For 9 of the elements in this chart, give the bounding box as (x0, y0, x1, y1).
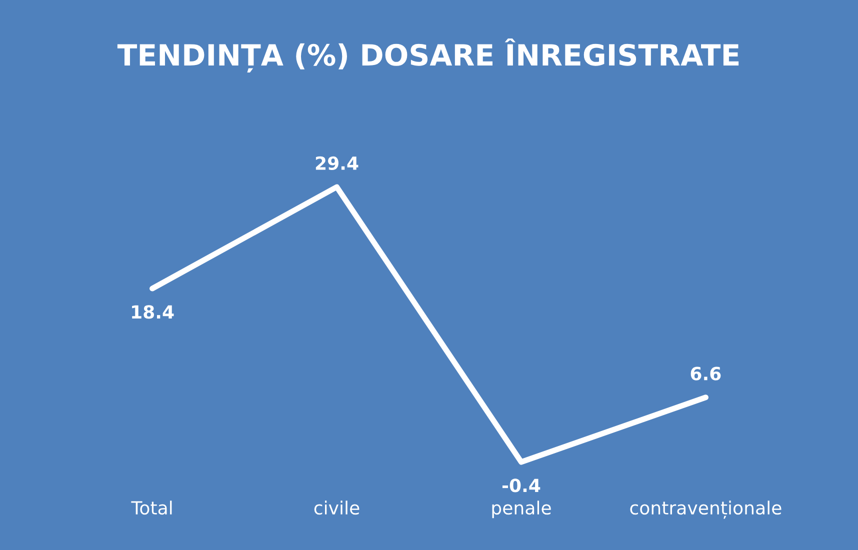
data-label: 29.4 (316, 156, 358, 170)
x-tick-label: penale (492, 500, 551, 518)
data-label: -0.4 (502, 478, 540, 492)
x-tick-label: Total (131, 500, 172, 515)
data-label: 6.6 (690, 366, 721, 380)
x-tick-label: civile (314, 500, 360, 515)
data-label: 18.4 (132, 305, 174, 319)
chart-title: TENDINȚA (%) DOSARE ÎNREGISTRATE (117, 38, 739, 72)
x-tick-label: contravenționale (630, 500, 782, 519)
